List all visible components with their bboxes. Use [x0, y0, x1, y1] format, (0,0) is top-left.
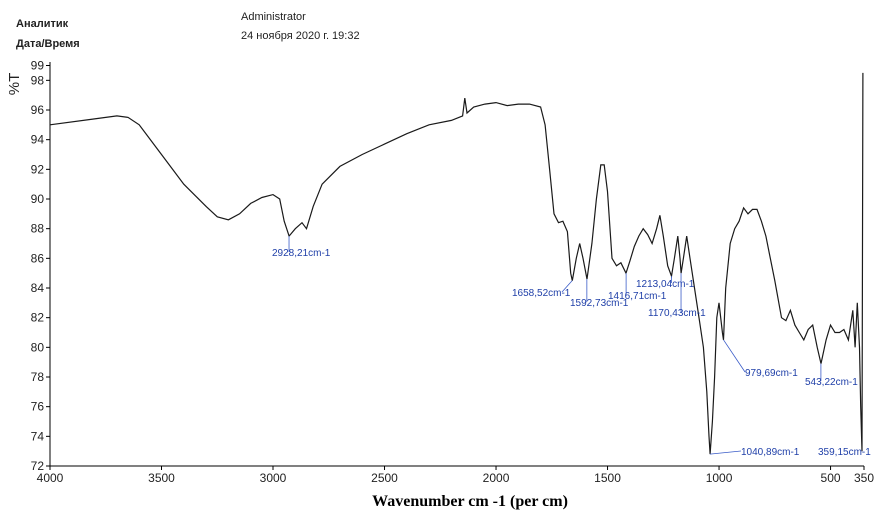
y-tick-label: 99: [31, 59, 45, 73]
annotation-label: 1170,43cm-1: [648, 308, 706, 319]
datetime-label: Дата/Время: [16, 38, 80, 50]
spectrum-line: [49, 72, 864, 455]
annotation-leader: [723, 339, 746, 373]
annotation-leader: [709, 450, 742, 455]
annotation-leader: [561, 280, 573, 293]
y-tick-label: 80: [31, 340, 45, 354]
y-tick-label: 96: [31, 103, 45, 117]
annotation-label: 1213,04cm-1: [636, 279, 695, 290]
x-tick-label: 350: [854, 471, 874, 485]
y-tick-label: 92: [31, 162, 45, 176]
analyst-label: Аналитик: [16, 18, 69, 30]
x-tick-label: 1000: [706, 471, 733, 485]
x-tick-label: 2500: [371, 471, 398, 485]
y-tick-label: 78: [31, 370, 45, 384]
annotation-label: 543,22cm-1: [805, 377, 858, 388]
x-tick-label: 500: [821, 471, 841, 485]
annotation-label: 1040,89cm-1: [741, 447, 800, 458]
y-axis-label: %T: [6, 73, 23, 96]
annotation-label: 1416,71cm-1: [608, 291, 667, 302]
y-tick-label: 90: [31, 192, 45, 206]
annotation-label: 359,15cm-1: [818, 447, 871, 458]
x-tick-label: 4000: [37, 471, 64, 485]
x-tick-label: 3000: [260, 471, 287, 485]
x-axis-label: Wavenumber cm -1 (per cm): [372, 493, 568, 510]
x-tick-label: 3500: [148, 471, 175, 485]
y-tick-label: 82: [31, 311, 45, 325]
y-tick-label: 74: [31, 429, 45, 443]
analyst: Administrator: [241, 11, 306, 23]
datetime: 24 ноября 2020 г. 19:32: [241, 30, 360, 42]
y-tick-label: 72: [31, 459, 45, 473]
x-tick-label: 2000: [483, 471, 510, 485]
annotation-label: 1592,73cm-1: [570, 298, 629, 309]
y-tick-label: 88: [31, 222, 45, 236]
y-tick-label: 94: [31, 133, 45, 147]
annotation-label: 1658,52cm-1: [512, 288, 571, 299]
y-tick-label: 86: [31, 251, 45, 265]
y-tick-label: 98: [31, 73, 45, 87]
x-tick-label: 1500: [594, 471, 621, 485]
annotation-label: 979,69cm-1: [745, 368, 798, 379]
annotation-label: 2928,21cm-1: [272, 248, 331, 259]
y-tick-label: 84: [31, 281, 45, 295]
y-tick-label: 76: [31, 400, 45, 414]
